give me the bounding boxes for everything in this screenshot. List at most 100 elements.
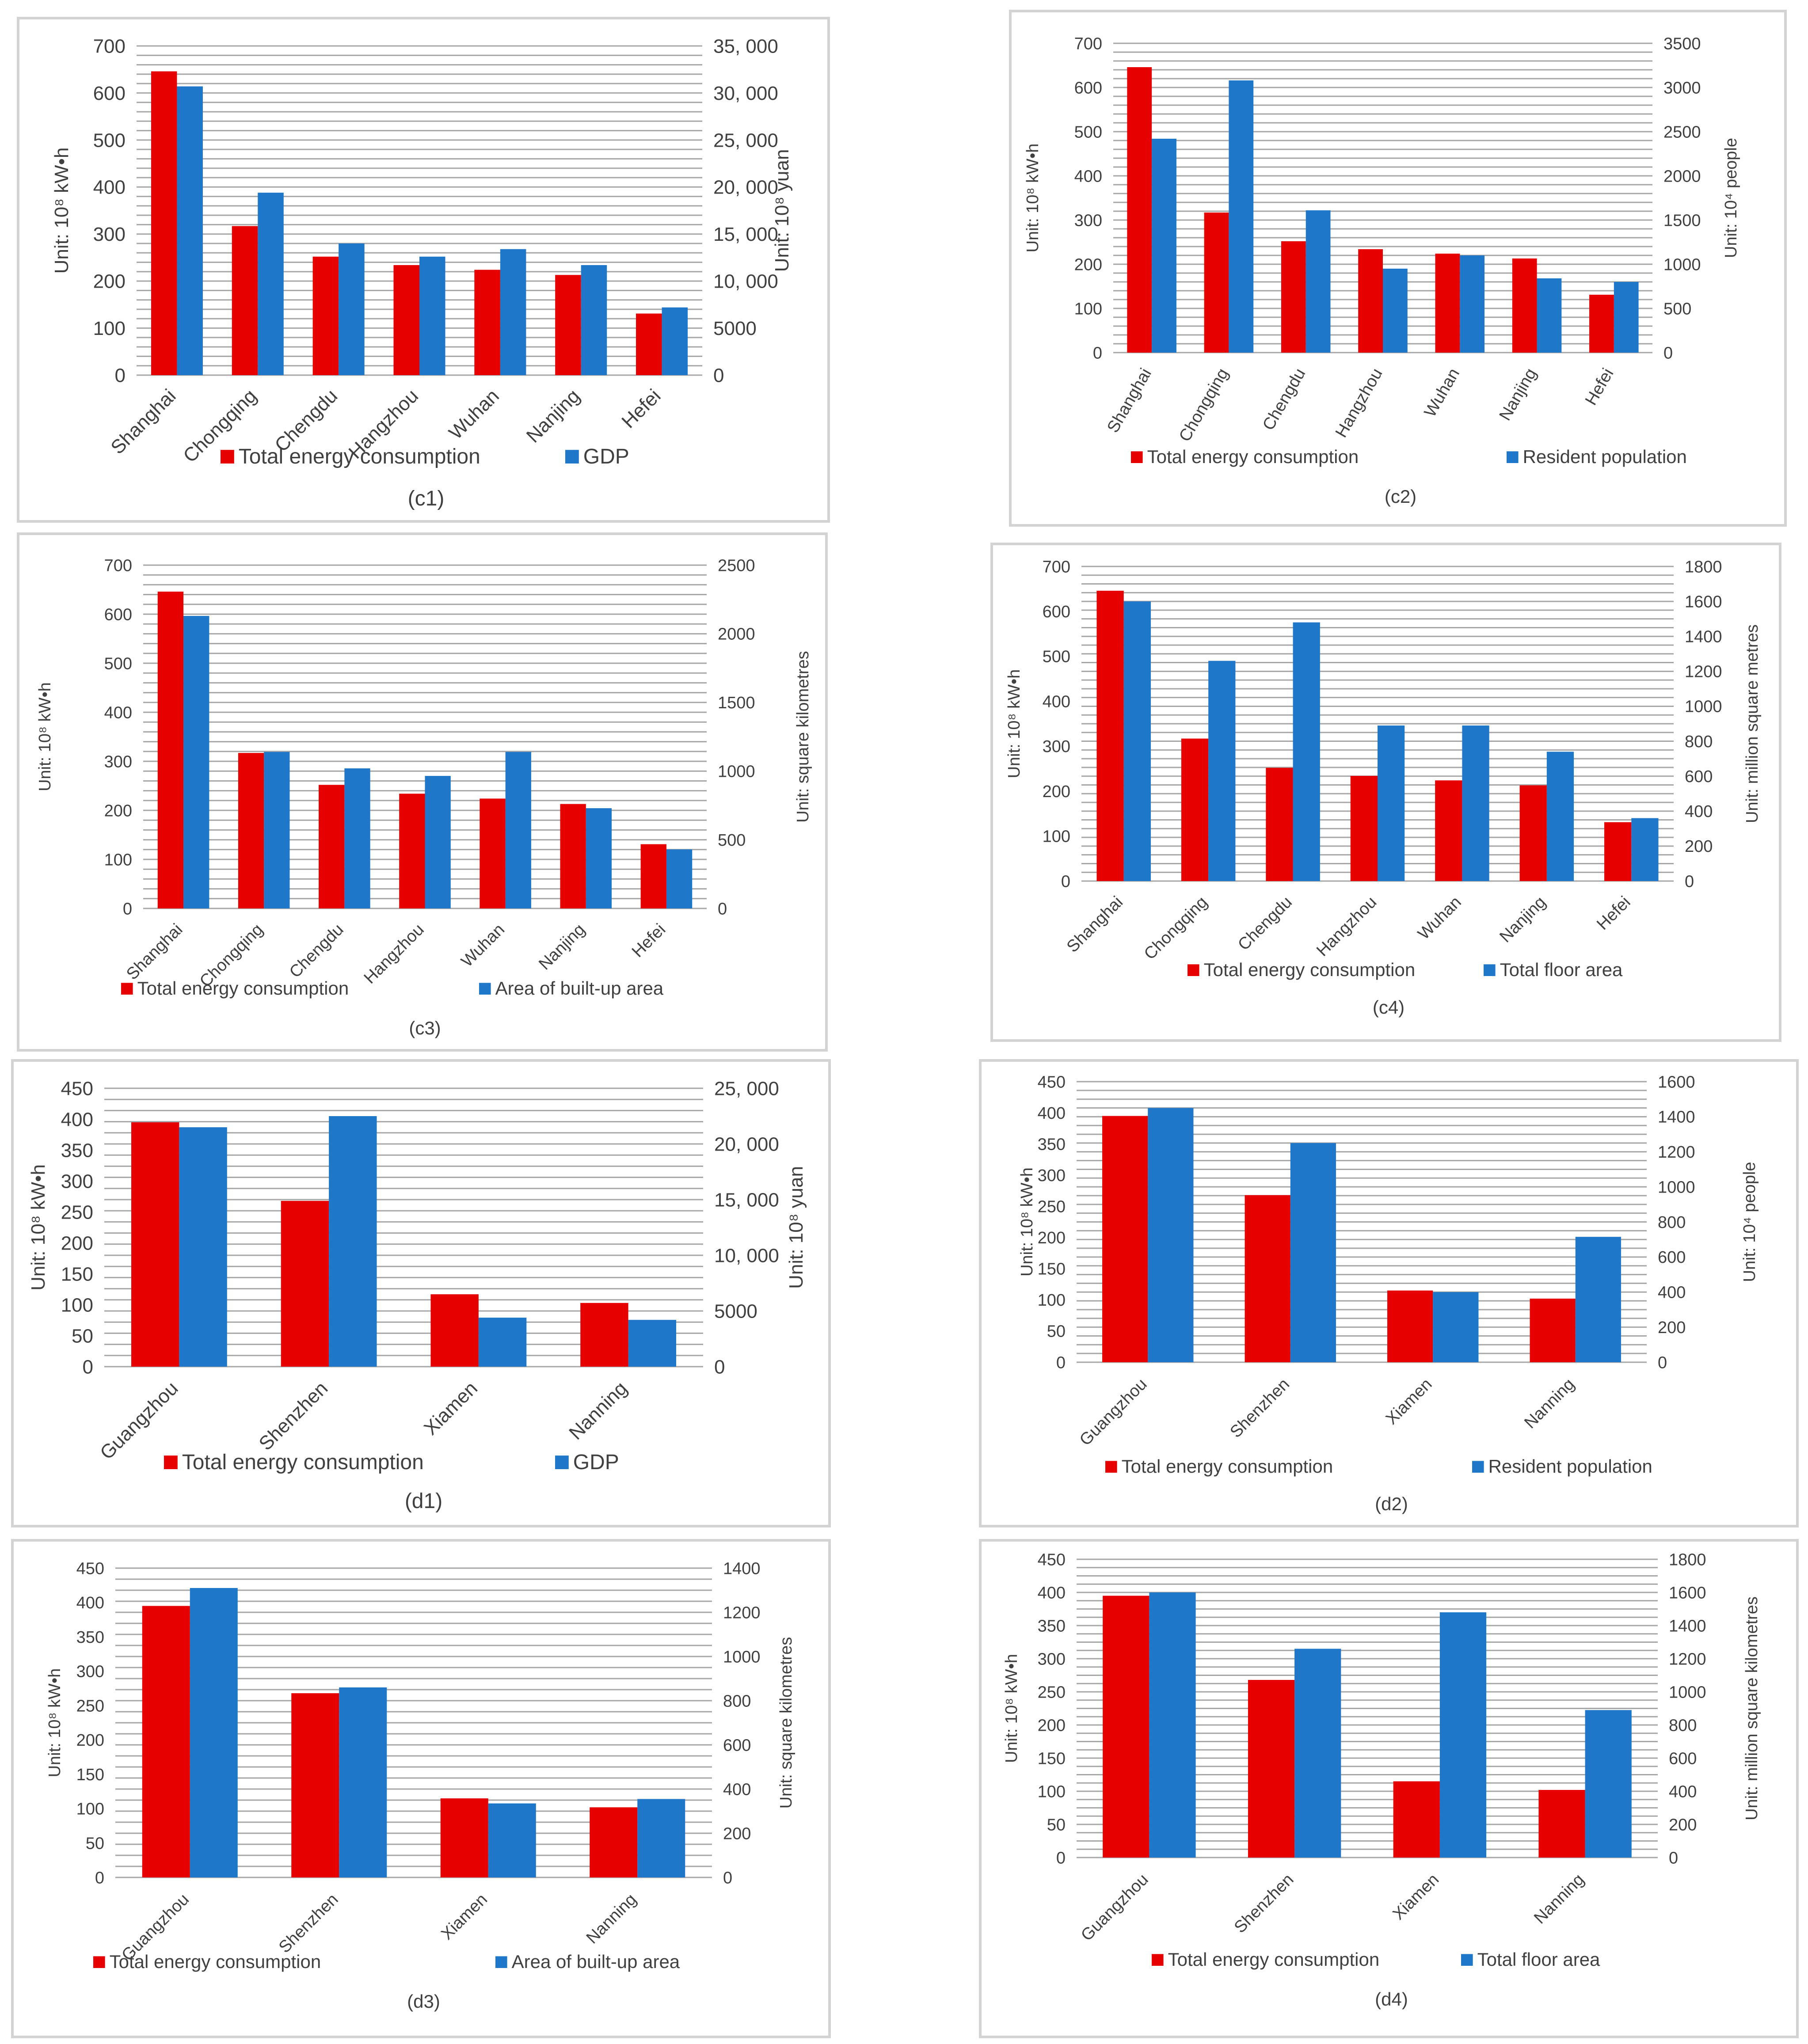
bar-secondary — [177, 86, 203, 375]
bar-energy — [157, 591, 184, 908]
bar-secondary — [1290, 1143, 1336, 1362]
y-tick-left: 200 — [1043, 783, 1070, 801]
x-category-label: Xiamen — [1389, 1870, 1443, 1924]
y-axis-label-right: Unit: 10⁸ yuan — [785, 1166, 807, 1289]
y-tick-right: 3000 — [1663, 79, 1701, 97]
bar-secondary — [1148, 1108, 1194, 1362]
chart-d3: 0 50 100 150 200 250 300 350 400 450 0 200 400 600 800… — [46, 1559, 796, 2012]
y-axis-label-right: Unit: 10⁴ people — [1740, 1162, 1759, 1282]
y-tick-right: 1400 — [723, 1559, 761, 1578]
y-tick-left: 150 — [76, 1766, 104, 1784]
legend-swatch — [479, 983, 491, 995]
x-category-label: Wuhan — [1414, 893, 1465, 943]
y-tick-left: 600 — [104, 605, 132, 624]
bar-secondary — [1433, 1292, 1479, 1362]
y-tick-left: 100 — [61, 1294, 93, 1316]
y-tick-left: 100 — [1043, 828, 1070, 846]
y-tick-left: 450 — [61, 1078, 93, 1099]
bar-energy — [142, 1606, 190, 1877]
y-tick-right: 20, 000 — [713, 177, 778, 198]
bar-secondary — [1294, 1649, 1341, 1858]
y-axis-label-right: Unit: million square metres — [1743, 624, 1762, 823]
y-axis-label-right: Unit: 10⁴ people — [1722, 138, 1740, 258]
bar-energy — [1103, 1596, 1150, 1858]
legend-swatch — [221, 450, 234, 464]
y-tick-left: 400 — [1038, 1584, 1066, 1602]
y-tick-left: 500 — [93, 129, 126, 151]
y-tick-right: 35, 000 — [713, 35, 778, 57]
y-tick-right: 600 — [1669, 1749, 1697, 1768]
y-tick-right: 1000 — [1669, 1683, 1706, 1702]
y-tick-left: 300 — [1038, 1166, 1066, 1185]
y-tick-left: 400 — [93, 177, 126, 198]
x-category-label: Nanning — [1521, 1375, 1578, 1432]
bar-energy — [399, 794, 425, 908]
x-category-label: Shanghai — [123, 920, 186, 984]
y-tick-right: 5000 — [714, 1300, 757, 1322]
chart-d2: 0 50 100 150 200 250 300 350 400 450 0 200 400 600 800… — [1018, 1073, 1759, 1514]
bar-secondary — [1439, 1612, 1487, 1858]
bar-secondary — [1123, 601, 1151, 881]
y-tick-left: 100 — [1074, 300, 1102, 318]
chart-c4: 0 100 200 300 400 500 600 700 0 200 400 600 800 1000 1… — [1005, 558, 1762, 1018]
x-category-label: Chengdu — [1259, 365, 1309, 434]
y-tick-left: 400 — [61, 1109, 93, 1130]
bar-energy — [1102, 1116, 1148, 1362]
bar-energy — [1096, 590, 1124, 881]
y-tick-left: 300 — [1038, 1650, 1066, 1668]
bar-energy — [590, 1807, 638, 1877]
x-category-label: Nanjing — [522, 385, 584, 447]
bar-secondary — [505, 752, 531, 908]
bar-secondary — [500, 249, 526, 375]
chart-d1: 0 50 100 150 200 250 300 350 400 450 0 5000 10, 000 1… — [27, 1078, 807, 1513]
y-tick-left: 200 — [1038, 1229, 1066, 1247]
legend-swatch — [93, 1956, 105, 1968]
y-tick-left: 150 — [61, 1263, 93, 1285]
y-tick-right: 1000 — [1658, 1178, 1695, 1197]
y-tick-right: 400 — [1669, 1782, 1697, 1801]
legend-label: Resident population — [1488, 1456, 1652, 1477]
legend-label: Resident population — [1523, 446, 1687, 467]
y-tick-right: 800 — [1658, 1213, 1686, 1232]
bar-secondary — [581, 265, 607, 375]
legend-swatch — [1131, 451, 1143, 463]
y-tick-right: 1200 — [723, 1603, 761, 1622]
bar-energy — [1512, 258, 1537, 353]
y-tick-right: 1400 — [1685, 628, 1722, 646]
y-tick-left: 300 — [61, 1170, 93, 1192]
bar-secondary — [1152, 139, 1176, 353]
y-tick-left: 50 — [86, 1835, 104, 1853]
bar-secondary — [258, 193, 284, 375]
chart-panel-c2: 0 100 200 300 400 500 600 700 0 500 1000 1500 2000 25… — [1009, 10, 1787, 527]
y-tick-right: 10, 000 — [713, 271, 778, 293]
bar-secondary — [586, 808, 612, 908]
y-tick-left: 200 — [61, 1232, 93, 1254]
bar-secondary — [179, 1127, 227, 1367]
bar-secondary — [329, 1116, 377, 1367]
y-tick-left: 200 — [1074, 255, 1102, 274]
legend-swatch — [1152, 1954, 1164, 1966]
legend-label: Total energy consumption — [1147, 446, 1359, 467]
y-tick-left: 100 — [1038, 1782, 1066, 1801]
bar-secondary — [478, 1318, 527, 1367]
x-category-label: Chongqing — [1141, 893, 1211, 964]
legend-label: Area of built-up area — [495, 978, 664, 999]
y-tick-left: 400 — [1038, 1104, 1066, 1123]
y-tick-left: 250 — [1038, 1198, 1066, 1216]
y-tick-left: 450 — [1038, 1550, 1066, 1569]
bar-secondary — [1378, 725, 1405, 881]
bar-energy — [1204, 213, 1229, 353]
x-category-label: Hefei — [1593, 893, 1634, 934]
bar-secondary — [488, 1803, 536, 1877]
legend-swatch — [1461, 1954, 1473, 1966]
chart-panel-c1: 0 100 200 300 400 500 600 700 0 5000 10, 000 15, 00… — [17, 17, 830, 523]
chart-panel-d4: 0 50 100 150 200 250 300 350 400 450 0 200 400 600 800… — [979, 1539, 1799, 2038]
legend-label: Total energy consumption — [182, 1451, 424, 1474]
x-category-label: Hangzhou — [1313, 893, 1380, 960]
bar-secondary — [190, 1588, 238, 1877]
legend-swatch — [1188, 964, 1199, 976]
bar-energy — [1393, 1781, 1440, 1858]
y-tick-left: 700 — [93, 35, 126, 57]
y-tick-left: 300 — [76, 1663, 104, 1681]
bar-energy — [440, 1798, 488, 1877]
